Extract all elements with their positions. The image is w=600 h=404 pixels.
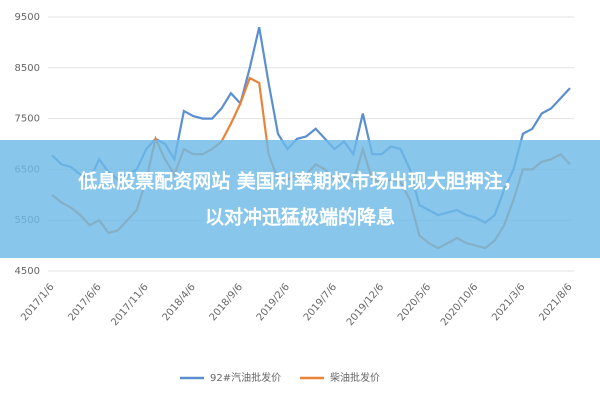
y-tick-label: 4500 xyxy=(15,266,40,277)
y-tick-label: 8500 xyxy=(15,63,40,74)
banner xyxy=(0,140,600,258)
legend-label: 92#汽油批发价 xyxy=(210,371,281,384)
banner-text: 低息股票配资网站 美国利率期权市场出现大胆押注， xyxy=(77,170,522,193)
legend-label: 柴油批发价 xyxy=(330,371,380,384)
y-tick-label: 9500 xyxy=(15,12,40,23)
banner-text: 以对冲迅猛极端的降息 xyxy=(205,206,395,229)
y-tick-label: 7500 xyxy=(15,114,40,125)
